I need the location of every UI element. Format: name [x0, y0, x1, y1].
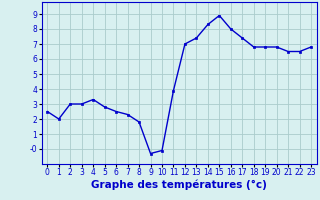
X-axis label: Graphe des températures (°c): Graphe des températures (°c): [91, 180, 267, 190]
